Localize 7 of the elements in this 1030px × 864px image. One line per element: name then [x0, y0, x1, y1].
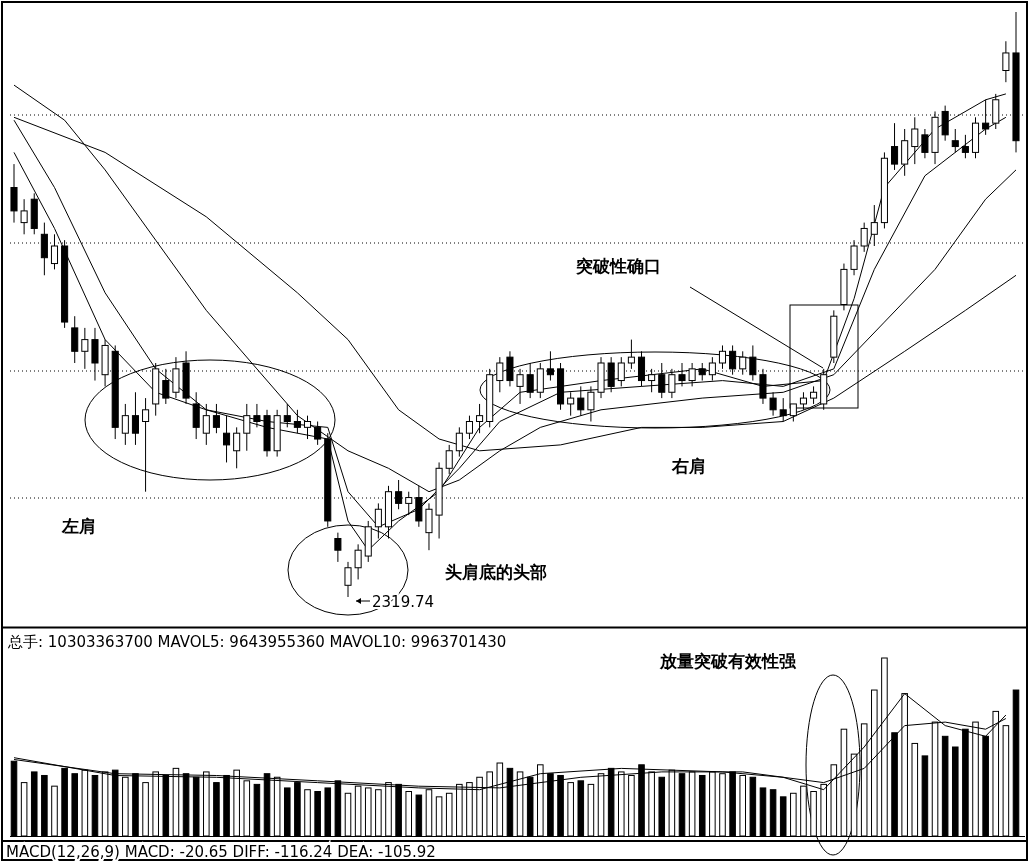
- text: 总手: 10303363700 MAVOL5: 9643955360 MAVOL10: 9963701430: [7, 633, 507, 651]
- annotation: 右肩: [671, 456, 706, 476]
- annotation: 头肩底的头部: [445, 562, 547, 582]
- annotation: 放量突破有效性强: [659, 651, 797, 671]
- text: MACD(12,26,9) MACD: -20.65 DIFF: -116.24 DEA: -105.92: [6, 843, 436, 861]
- annotation: 左肩: [61, 516, 96, 536]
- annotation: 突破性确口: [575, 256, 661, 276]
